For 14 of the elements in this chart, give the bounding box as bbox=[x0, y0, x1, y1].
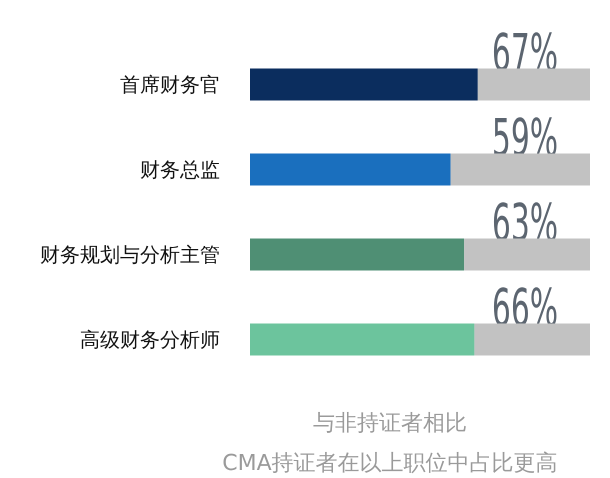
bar bbox=[478, 68, 590, 100]
text: CMA持证者在以上职位中占比更高 bbox=[222, 451, 558, 476]
bar bbox=[250, 238, 464, 270]
bar bbox=[250, 324, 474, 356]
bar bbox=[464, 238, 590, 270]
bar bbox=[450, 154, 590, 186]
y-tick-label: 财务总监 bbox=[140, 158, 220, 182]
y-tick-label: 财务规划与分析主管 bbox=[40, 242, 220, 266]
bar bbox=[250, 68, 478, 100]
bar bbox=[474, 324, 590, 356]
text: 与非持证者相比 bbox=[313, 411, 467, 436]
y-tick-label: 高级财务分析师 bbox=[80, 328, 220, 352]
y-tick-label: 首席财务官 bbox=[120, 72, 220, 96]
bar bbox=[250, 154, 451, 186]
